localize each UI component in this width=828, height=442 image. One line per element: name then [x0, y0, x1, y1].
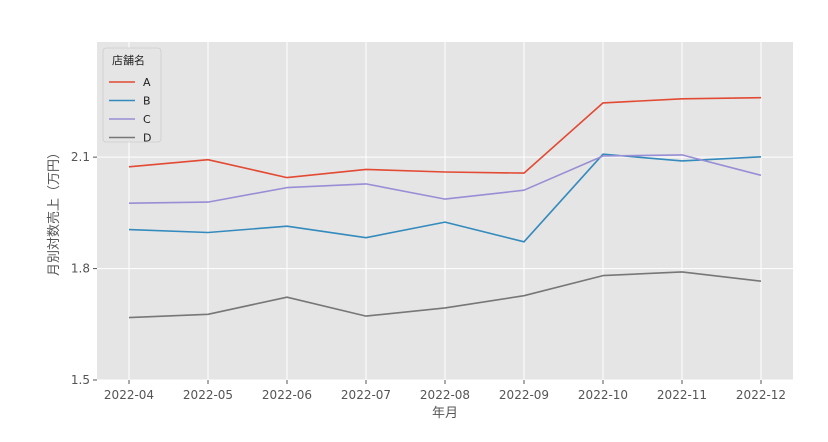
grid [97, 42, 793, 381]
y-tick-label: 1.5 [71, 373, 90, 387]
x-axis-title: 年月 [432, 406, 458, 421]
x-tick-label: 2022-06 [262, 388, 312, 402]
x-tick-label: 2022-04 [104, 388, 154, 402]
series-line-D [128, 271, 762, 319]
legend-title: 店舗名 [112, 53, 145, 67]
series-line-A [128, 96, 762, 179]
x-axis-ticks: 2022-04 2022-05 2022-06 2022-07 2022-08 2022-… [104, 380, 786, 402]
y-tick-label: 1.8 [71, 262, 90, 276]
x-tick-label: 2022-08 [420, 388, 470, 402]
legend-label-B: B [143, 95, 151, 108]
x-tick-label: 2022-05 [183, 388, 233, 402]
y-axis-ticks: 1.5 1.8 2.1 [71, 150, 97, 387]
series-line-C [128, 154, 762, 204]
x-tick-label: 2022-10 [578, 388, 628, 402]
y-tick-label: 2.1 [71, 150, 90, 164]
series-lines [128, 96, 762, 319]
x-tick-label: 2022-12 [736, 388, 786, 402]
x-tick-label: 2022-11 [657, 388, 707, 402]
legend-label-D: D [143, 132, 151, 145]
y-axis-title: 月別対数売上（万円） [46, 146, 62, 276]
legend-label-C: C [143, 113, 151, 126]
legend-label-A: A [143, 76, 151, 89]
series-line-B [128, 153, 762, 243]
x-tick-label: 2022-07 [341, 388, 391, 402]
x-tick-label: 2022-09 [499, 388, 549, 402]
